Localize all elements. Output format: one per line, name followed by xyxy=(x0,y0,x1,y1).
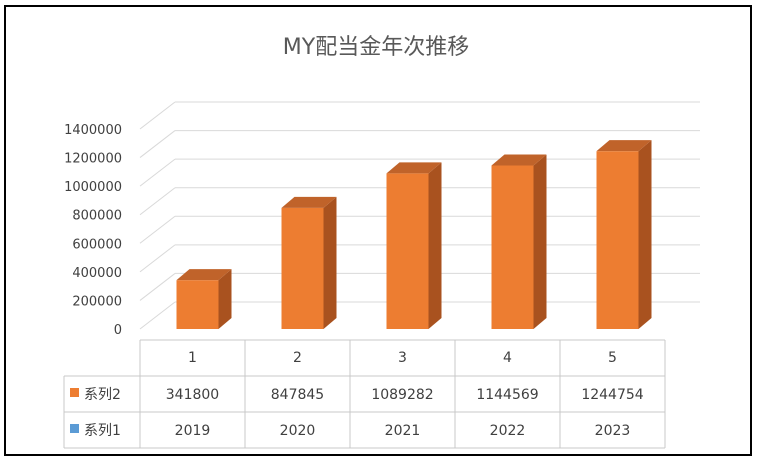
bar-front xyxy=(386,173,429,329)
gridline-slant xyxy=(139,244,176,273)
y-tick-label: 1400000 xyxy=(64,123,122,138)
y-tick-label: 200000 xyxy=(72,294,122,309)
bar-top xyxy=(176,269,232,281)
data-table: 1 2 3 4 5 系列2 341800 847845 1089282 1144569 124475… xyxy=(63,339,666,449)
data-label: 2019 xyxy=(175,423,211,439)
x-tick-label: 5 xyxy=(608,350,617,366)
y-axis: 0 200000 400000 600000 800000 1000000 1200000 1… xyxy=(64,123,122,338)
y-tick-label: 0 xyxy=(114,323,122,338)
bar-front xyxy=(596,151,639,329)
data-label: 1144569 xyxy=(476,387,538,403)
y-tick-label: 1000000 xyxy=(64,180,122,195)
data-label: 2021 xyxy=(385,423,421,439)
y-tick-label: 600000 xyxy=(72,237,122,252)
bar-side xyxy=(218,269,232,329)
gridline-slant xyxy=(139,187,176,216)
legend-swatch xyxy=(70,388,79,397)
bar-front xyxy=(281,207,324,329)
bar-top xyxy=(281,196,337,208)
bar-top xyxy=(596,140,652,152)
bar-top xyxy=(386,162,442,174)
gridline-slant xyxy=(139,130,176,158)
bar-top xyxy=(491,154,547,166)
bars xyxy=(176,140,652,329)
bar xyxy=(386,162,442,329)
y-tick-label: 800000 xyxy=(72,209,122,224)
y-tick-label: 400000 xyxy=(72,266,122,281)
gridline-slant xyxy=(139,101,176,130)
gridline-slant xyxy=(139,215,176,244)
gridline-slant xyxy=(139,301,176,330)
data-label: 2022 xyxy=(490,423,526,439)
chart-title: MY配当金年次推移 xyxy=(283,35,469,60)
y-tick-label: 1200000 xyxy=(64,152,122,167)
bar-side xyxy=(323,196,337,329)
legend-label: 系列2 xyxy=(84,387,121,403)
bar-side xyxy=(533,154,547,329)
gridline-slant xyxy=(139,273,176,301)
legend-label: 系列1 xyxy=(84,423,121,439)
data-label: 847845 xyxy=(271,387,324,403)
data-label: 2020 xyxy=(280,423,316,439)
x-tick-label: 1 xyxy=(188,350,197,366)
legend-swatch xyxy=(70,424,79,433)
bar xyxy=(281,196,337,329)
x-tick-label: 4 xyxy=(503,350,512,366)
data-label: 341800 xyxy=(166,387,219,403)
bar xyxy=(176,269,232,329)
data-label: 2023 xyxy=(595,423,631,439)
bar-side xyxy=(638,140,652,329)
bar-front xyxy=(491,165,534,329)
bar-front xyxy=(176,280,219,329)
x-tick-label: 3 xyxy=(398,350,407,366)
data-label: 1089282 xyxy=(371,387,433,403)
data-label: 1244754 xyxy=(581,387,643,403)
x-tick-label: 2 xyxy=(293,350,302,366)
gridline-slant xyxy=(139,158,176,187)
bar-side xyxy=(428,162,442,329)
bar xyxy=(491,154,547,329)
bar xyxy=(596,140,652,329)
